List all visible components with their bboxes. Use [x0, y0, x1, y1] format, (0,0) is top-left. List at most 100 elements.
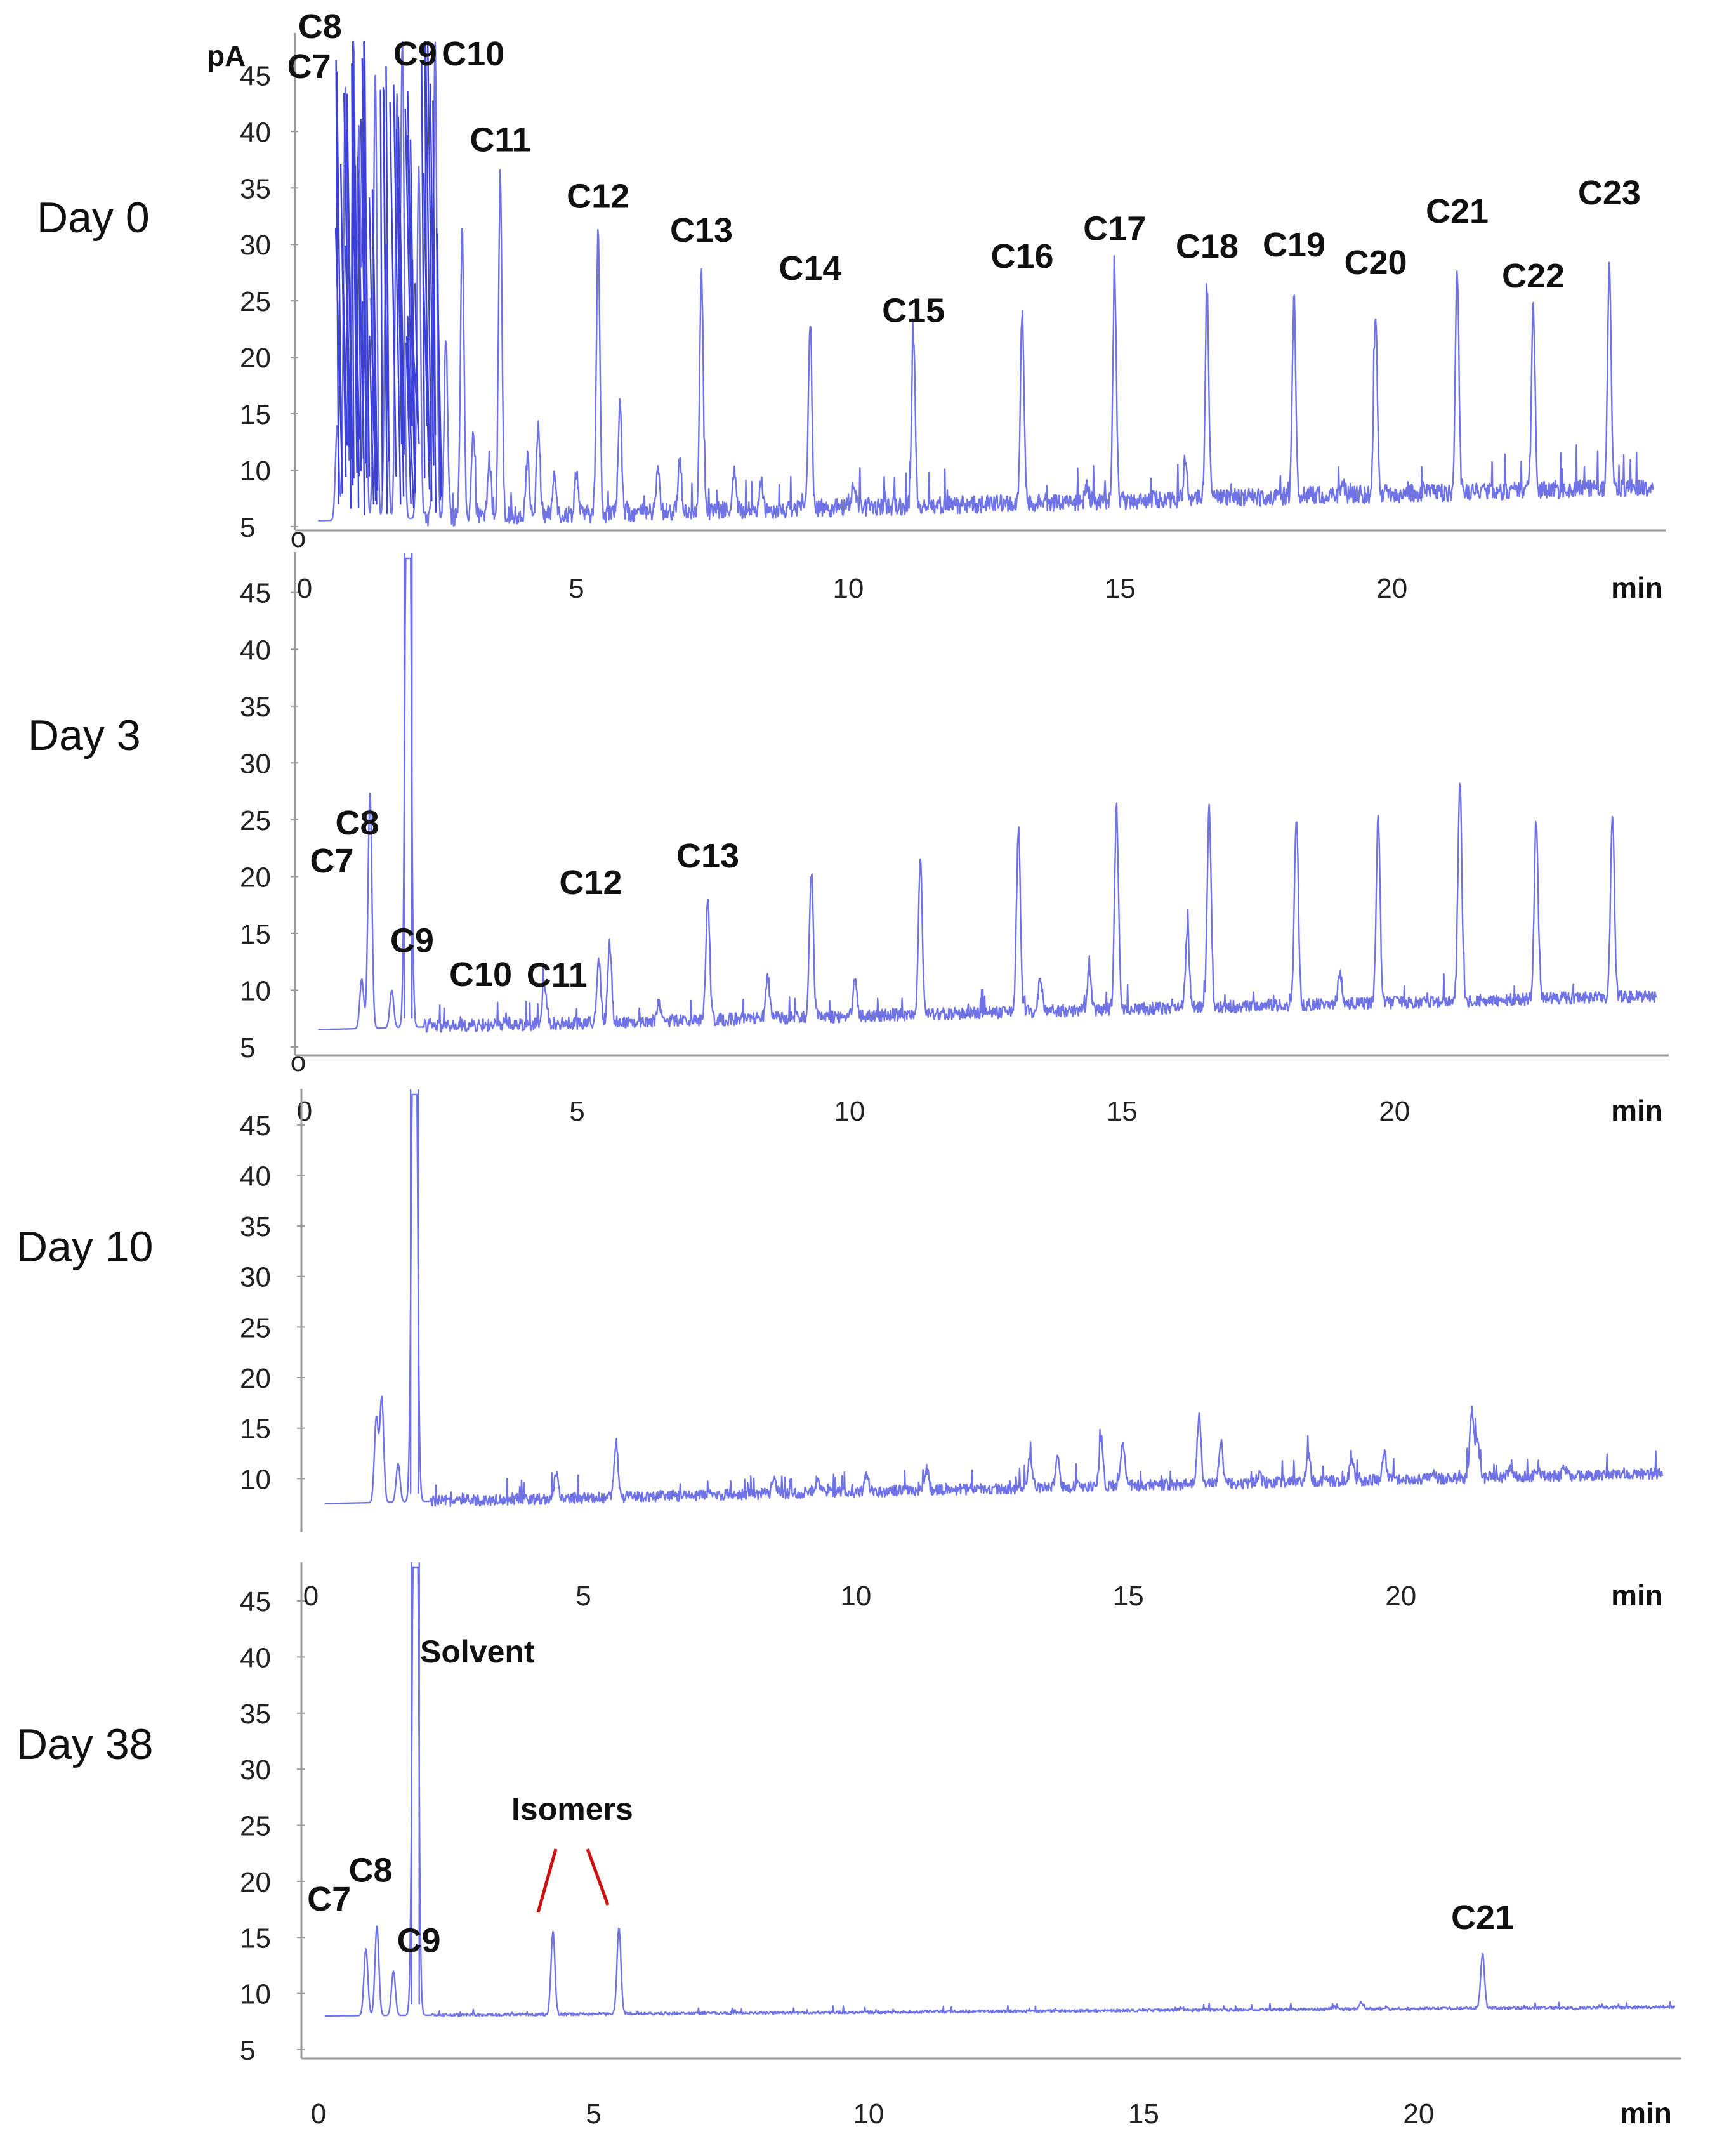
peak-label-c8: C8 [349, 1852, 393, 1890]
y-tick-label: 10 [240, 1464, 271, 1495]
x-unit-label: min [1611, 571, 1663, 604]
early-peak-stroke [383, 89, 388, 514]
early-peak-stroke [379, 89, 383, 492]
y-tick-label: 25 [240, 805, 271, 836]
early-peak-stroke [424, 41, 428, 426]
peak-label-c21: C21 [1426, 192, 1489, 230]
x-axis-ticks: 0 5 10 15 20 [297, 1096, 1410, 1127]
y-tick-label: 30 [240, 1754, 271, 1786]
solvent-annotation: Solvent [420, 1634, 535, 1669]
y-tick-label: 25 [240, 286, 271, 317]
early-peak-stroke [385, 66, 390, 428]
early-peak-stroke [405, 336, 415, 508]
early-peak-stroke [354, 165, 358, 445]
early-peak-stroke [371, 189, 378, 505]
early-peak-stroke [397, 116, 405, 450]
peak-label-c20: C20 [1344, 244, 1407, 282]
peak-label-c17: C17 [1083, 210, 1146, 248]
early-eluting-cluster [411, 1562, 420, 2005]
y-axis-ticks: 5 10 15 20 25 30 35 40 45 [240, 578, 298, 1063]
peak-label-c13: C13 [676, 837, 739, 875]
early-peak-stroke [389, 101, 397, 477]
y-tick-label: 30 [240, 230, 271, 261]
x-tick-label: 10 [840, 1581, 871, 1612]
x-tick-label: 0 [297, 1096, 312, 1127]
early-peak-stroke [405, 343, 412, 504]
y-tick-label: 5 [240, 1032, 255, 1063]
y-tick-label: 15 [240, 1923, 271, 1954]
y-unit-label: pA [207, 39, 246, 72]
x-tick-label: 0 [297, 573, 312, 604]
peak-label-c16: C16 [991, 237, 1054, 275]
early-peak-stroke [411, 259, 416, 492]
early-peak-stroke [361, 58, 367, 449]
y-axis-ticks: 5 10 15 20 25 30 35 40 45 [240, 60, 298, 543]
x-tick-label: 5 [569, 1096, 584, 1127]
early-peak-stroke [404, 109, 413, 426]
x-tick-label: 0 [303, 1581, 319, 1612]
y-tick-label: 15 [240, 1414, 271, 1445]
chromatogram-trace [324, 1093, 1664, 1508]
peak-label-c7: C7 [287, 48, 331, 86]
peak-label-c9: C9 [393, 35, 437, 73]
y-tick-label: 20 [240, 1867, 271, 1898]
y-tick-label: 45 [240, 1586, 271, 1617]
y-tick-label: 45 [240, 60, 271, 91]
peak-label-c15: C15 [882, 292, 945, 330]
peak-label-c12: C12 [567, 177, 629, 215]
x-tick-label: 10 [853, 2098, 884, 2130]
x-tick-label: 15 [1105, 573, 1136, 604]
y-tick-label: 40 [240, 117, 271, 148]
early-peak-stroke [345, 245, 352, 459]
early-peak-stroke [370, 298, 377, 501]
peak-label-c11: C11 [527, 956, 588, 994]
x-tick-label: 10 [834, 1096, 865, 1127]
y-tick-label: 10 [240, 975, 271, 1006]
y-tick-label: 30 [240, 1262, 271, 1293]
axis-origin-mark: o [291, 1046, 306, 1077]
x-tick-label: 20 [1385, 1581, 1416, 1612]
y-tick-label: 35 [240, 1211, 271, 1242]
x-tick-label: 15 [1113, 1581, 1144, 1612]
isomers-annotation: Isomers [511, 1791, 633, 1827]
early-peak-stroke [357, 170, 365, 459]
y-tick-label: 40 [240, 1642, 271, 1673]
peak-label-c23: C23 [1578, 174, 1641, 212]
peak-label-c11: C11 [470, 121, 530, 159]
y-tick-label: 20 [240, 343, 271, 374]
early-peak-stroke [385, 306, 390, 462]
x-unit-label: min [1611, 1094, 1663, 1127]
peak-label-c12: C12 [559, 864, 622, 902]
early-peak-stroke [426, 41, 435, 466]
y-tick-label: 35 [240, 173, 271, 204]
early-eluting-cluster [334, 41, 443, 515]
early-peak-stroke [395, 129, 403, 444]
y-tick-label: 25 [240, 1811, 271, 1842]
y-tick-label: 5 [240, 2035, 255, 2066]
early-peak-stroke [424, 41, 433, 502]
peak-label-c10: C10 [449, 956, 512, 994]
x-tick-label: 5 [575, 1581, 591, 1612]
x-tick-label: 20 [1376, 573, 1407, 604]
axis-origin-mark: o [291, 522, 306, 553]
peak-label-c9: C9 [390, 921, 434, 959]
early-peak-stroke [369, 335, 375, 504]
early-peak-stroke [421, 61, 426, 478]
x-tick-label: 5 [569, 573, 584, 604]
peak-label-c13: C13 [670, 211, 733, 249]
y-tick-label: 45 [240, 1110, 271, 1142]
peak-label-c22: C22 [1502, 257, 1565, 295]
peak-label-c19: C19 [1263, 226, 1325, 264]
y-tick-label: 10 [240, 456, 271, 487]
y-tick-label: 35 [240, 1699, 271, 1730]
y-tick-label: 45 [240, 578, 271, 609]
x-tick-label: 15 [1107, 1096, 1138, 1127]
y-tick-label: 40 [240, 1161, 271, 1192]
y-tick-label: 30 [240, 748, 271, 779]
peak-label-c10: C10 [442, 35, 504, 73]
peak-label-c21: C21 [1451, 1899, 1514, 1937]
y-tick-label: 25 [240, 1312, 271, 1343]
early-peak-stroke [351, 63, 355, 479]
